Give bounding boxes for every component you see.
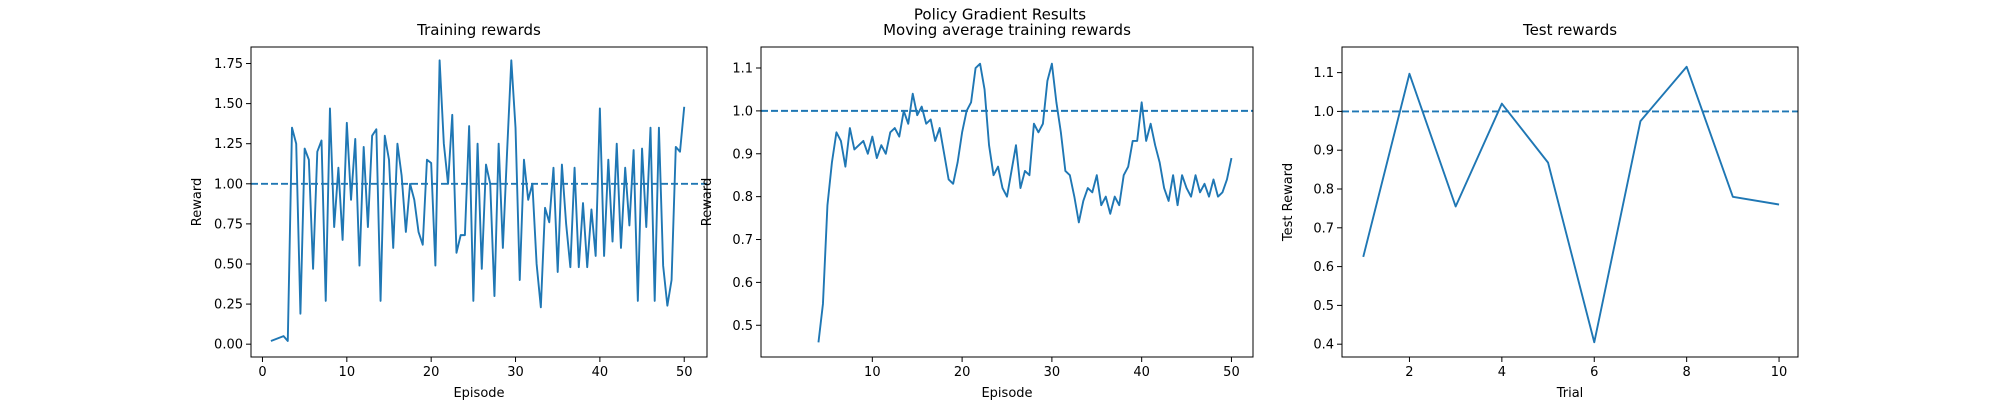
x-tick-label: 20 (423, 365, 440, 380)
subplot: Test rewards Trial Test Reward 2 4 6 8 10 0.4 0.5… (1281, 21, 1799, 400)
y-tick-label: 0.7 (1313, 221, 1334, 236)
x-tick-label: 30 (507, 365, 524, 380)
y-tick-label: 0.6 (732, 276, 753, 291)
y-tick-label: 0.7 (732, 233, 753, 248)
x-tick-label: 40 (592, 365, 609, 380)
y-tick-label: 0.00 (214, 338, 243, 353)
subplot: Training rewards Episode Reward 0 10 20 30 40 50… (190, 21, 708, 400)
x-tick-label: 30 (1044, 365, 1061, 380)
x-axis-label: Trial (1556, 386, 1584, 400)
x-tick-label: 50 (676, 365, 693, 380)
axes-frame (1341, 46, 1799, 358)
x-tick-label: 10 (864, 365, 881, 380)
subplot-title: Training rewards (416, 21, 541, 39)
axes-frame (760, 46, 1254, 358)
y-axis-label: Test Reward (1281, 163, 1296, 242)
data-line (270, 59, 686, 342)
figure-title: Policy Gradient Results (914, 6, 1086, 24)
y-tick-label: 1.1 (732, 62, 753, 77)
y-tick-label: 0.9 (1313, 144, 1334, 159)
x-tick-label: 40 (1133, 365, 1150, 380)
y-tick-label: 1.0 (1313, 105, 1334, 120)
y-tick-label: 0.8 (1313, 183, 1334, 198)
y-tick-label: 1.00 (214, 177, 243, 192)
y-tick-label: 0.4 (1313, 338, 1334, 353)
y-tick-label: 0.5 (732, 319, 753, 334)
y-axis-label: Reward (190, 178, 205, 226)
x-tick-label: 2 (1405, 365, 1413, 380)
y-tick-label: 1.0 (732, 104, 753, 119)
y-tick-label: 1.50 (214, 97, 243, 112)
x-tick-label: 20 (954, 365, 971, 380)
y-axis-label: Reward (700, 178, 715, 226)
x-tick-label: 10 (1771, 365, 1788, 380)
axes-frame (250, 46, 708, 358)
x-tick-label: 50 (1223, 365, 1240, 380)
y-tick-label: 0.75 (214, 217, 243, 232)
y-tick-label: 0.25 (214, 298, 243, 313)
y-tick-label: 0.5 (1313, 299, 1334, 314)
plot-area (251, 59, 707, 342)
y-tick-label: 0.6 (1313, 260, 1334, 275)
subplot-title: Test rewards (1522, 21, 1617, 39)
data-line (817, 62, 1233, 343)
x-axis-label: Episode (981, 386, 1032, 400)
x-axis-label: Episode (453, 386, 504, 400)
y-tick-label: 1.75 (214, 57, 243, 72)
y-tick-label: 1.1 (1313, 66, 1334, 81)
x-tick-label: 0 (258, 365, 266, 380)
y-tick-label: 0.8 (732, 190, 753, 205)
x-tick-label: 6 (1590, 365, 1598, 380)
x-tick-label: 8 (1683, 365, 1691, 380)
y-tick-label: 1.25 (214, 137, 243, 152)
x-tick-label: 4 (1498, 365, 1506, 380)
subplot: Moving average training rewards Episode Re… (700, 21, 1254, 400)
x-tick-label: 10 (339, 365, 356, 380)
subplot-title: Moving average training rewards (883, 21, 1131, 39)
plot-area (1342, 65, 1798, 344)
data-line (1362, 65, 1780, 344)
y-tick-label: 0.9 (732, 147, 753, 162)
plot-area (761, 62, 1253, 343)
y-tick-label: 0.50 (214, 257, 243, 272)
